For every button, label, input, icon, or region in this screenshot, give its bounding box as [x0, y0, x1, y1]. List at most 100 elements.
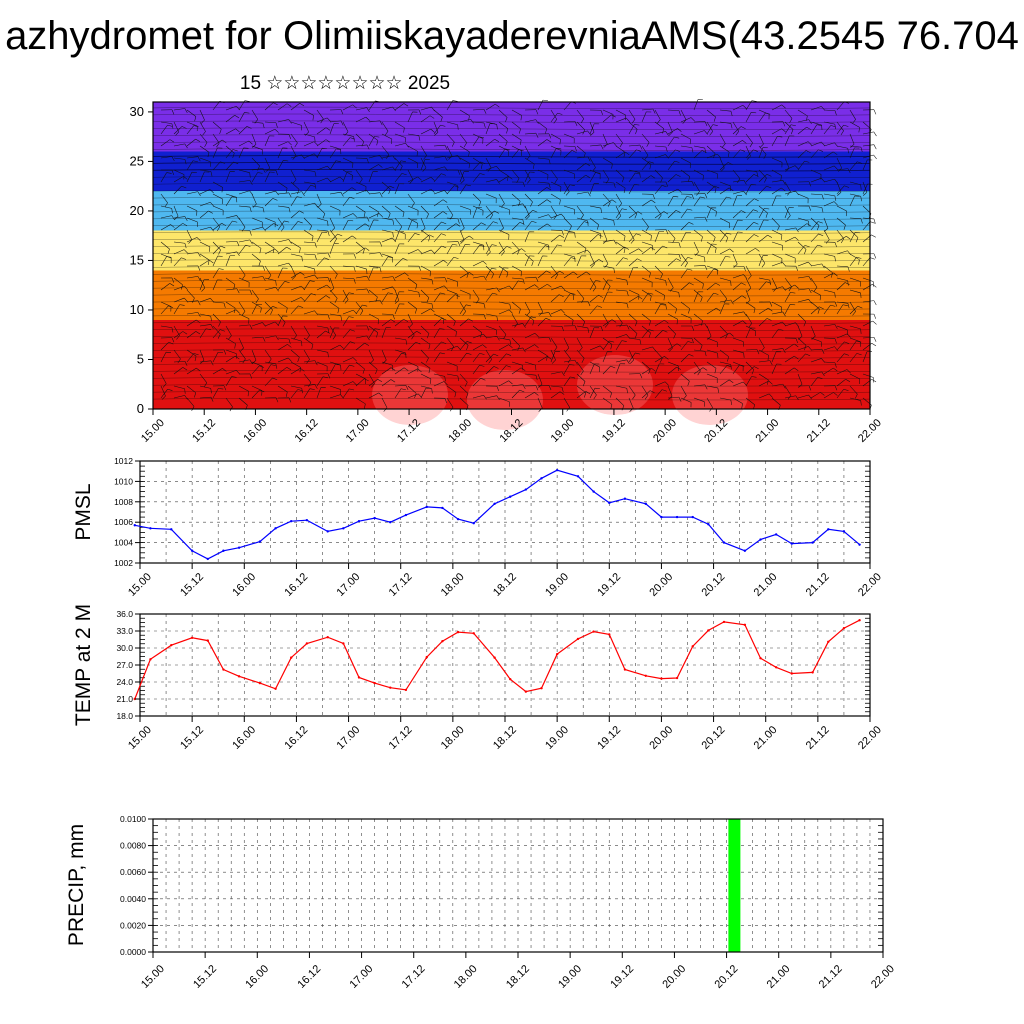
- pmsl-x-tick-label: 15.12: [178, 571, 206, 599]
- temp-data-point: [743, 623, 747, 626]
- precip-x-tick-label: 19.12: [608, 963, 636, 991]
- pmsl-data-point: [258, 540, 262, 543]
- precip-x-tick-label: 15.00: [139, 963, 167, 991]
- temp-data-point: [389, 686, 392, 689]
- heatmap-y-tick-label: 30: [130, 104, 144, 119]
- pmsl-data-point: [190, 549, 194, 552]
- temp-x-tick-label: 16.00: [230, 724, 258, 752]
- heatmap-y-tick-label: 20: [130, 203, 144, 218]
- pmsl-data-point: [133, 524, 136, 527]
- temp-x-tick-label: 19.12: [595, 724, 623, 752]
- temp-y-tick-label: 24.0: [116, 677, 133, 687]
- temp-x-tick-label: 19.00: [543, 724, 571, 752]
- pmsl-data-point: [357, 519, 361, 523]
- pmsl-data-point: [759, 538, 762, 541]
- pmsl-data-point: [404, 513, 408, 517]
- temp-data-point: [675, 676, 679, 680]
- pmsl-x-tick-label: 15.00: [126, 571, 154, 599]
- temp-data-point: [456, 630, 460, 634]
- pmsl-data-point: [774, 533, 778, 536]
- pmsl-x-tick-label: 17.00: [335, 571, 363, 599]
- temp-data-point: [149, 658, 152, 661]
- temp-data-point: [493, 656, 496, 659]
- pmsl-data-point: [149, 527, 152, 530]
- temp-data-point: [326, 636, 329, 639]
- heatmap-y-tick-label: 5: [137, 351, 144, 366]
- chart-title: azhydromet for OlimiiskayaderevniaAMS(43…: [5, 14, 1019, 58]
- temp-x-tick-label: 16.12: [282, 724, 310, 752]
- temp-data-point: [576, 637, 580, 641]
- temp-data-point: [608, 633, 611, 636]
- pmsl-data-point: [743, 549, 747, 552]
- pmsl-data-point: [644, 502, 647, 506]
- pmsl-data-point: [305, 518, 309, 522]
- pmsl-y-tick-label: 1004: [114, 538, 133, 548]
- temp-data-point: [811, 671, 814, 674]
- pmsl-data-point: [472, 522, 475, 525]
- temp-x-tick-label: 21.00: [752, 724, 780, 752]
- pmsl-data-point: [691, 515, 694, 519]
- temp-data-point: [425, 655, 428, 659]
- heatmap-y-tick-label: 10: [130, 302, 144, 317]
- temp-x-tick-label: 21.12: [804, 724, 832, 752]
- pmsl-x-tick-label: 22.00: [856, 571, 884, 599]
- temp-data-point: [660, 677, 663, 680]
- heatmap-y-tick-label: 0: [137, 401, 144, 416]
- heatmap-x-tick-label: 15.12: [190, 417, 218, 445]
- heatmap-x-tick-label: 20.00: [651, 417, 679, 445]
- precip-x-tick-label: 17.00: [348, 963, 376, 991]
- temp-data-point: [644, 674, 647, 677]
- pmsl-data-point: [707, 523, 710, 526]
- pmsl-data-point: [206, 557, 209, 561]
- pmsl-data-point: [425, 505, 428, 509]
- temp-x-tick-label: 15.00: [126, 724, 154, 752]
- temp-y-tick-label: 21.0: [116, 694, 133, 704]
- pmsl-data-point: [827, 528, 830, 531]
- temp-data-point: [290, 656, 293, 659]
- temp-data-point: [472, 632, 475, 635]
- precip-x-tick-label: 20.00: [660, 963, 688, 991]
- precip-x-tick-label: 18.12: [504, 963, 532, 991]
- pmsl-data-point: [722, 541, 726, 544]
- temp-x-tick-label: 15.12: [178, 724, 206, 752]
- pmsl-series-line: [134, 469, 860, 560]
- precip-y-tick-label: 0.0020: [120, 920, 146, 930]
- pmsl-data-point: [326, 530, 329, 533]
- temp-x-tick-label: 18.12: [491, 724, 519, 752]
- pmsl-data-point: [441, 506, 444, 510]
- pmsl-x-tick-label: 18.00: [439, 571, 467, 599]
- temp-data-point: [170, 643, 173, 647]
- heatmap-contours: [152, 106, 871, 401]
- precip-x-tick-label: 18.00: [452, 963, 480, 991]
- pmsl-x-tick-label: 19.12: [595, 571, 623, 599]
- pmsl-x-tick-label: 20.12: [700, 571, 728, 599]
- pmsl-data-point: [660, 515, 663, 519]
- temp-data-point: [274, 687, 277, 690]
- pmsl-x-tick-label: 20.00: [647, 571, 675, 599]
- pmsl-y-tick-label: 1006: [114, 517, 133, 527]
- pmsl-data-point: [555, 468, 559, 472]
- temp-data-point: [441, 640, 444, 643]
- pmsl-x-tick-label: 19.00: [543, 571, 571, 599]
- temp-y-tick-label: 27.0: [116, 660, 133, 670]
- heatmap-x-tick-label: 17.00: [344, 417, 372, 445]
- temp-x-tick-label: 17.00: [335, 724, 363, 752]
- temp-data-point: [258, 681, 262, 685]
- wind-barbs-overlay: [160, 99, 877, 412]
- temp-x-tick-label: 20.00: [647, 724, 675, 752]
- chart-subtitle: 15 ☆☆☆☆☆☆☆☆ 2025: [239, 73, 451, 94]
- pmsl-data-point: [342, 527, 345, 530]
- pmsl-data-point: [456, 517, 460, 521]
- temp-data-point: [707, 629, 710, 632]
- precip-x-tick-label: 15.12: [191, 963, 219, 991]
- temp-data-point: [133, 697, 136, 701]
- temp-y-tick-label: 30.0: [116, 643, 133, 653]
- precip-x-tick-label: 21.12: [817, 963, 845, 991]
- heatmap-x-tick-label: 18.00: [446, 417, 474, 445]
- precip-x-tick-label: 17.12: [400, 963, 428, 991]
- pmsl-data-point: [623, 497, 627, 500]
- heatmap-y-tick-label: 15: [130, 252, 144, 267]
- temp-data-point: [842, 626, 846, 630]
- heatmap-warm-blob: [577, 355, 653, 415]
